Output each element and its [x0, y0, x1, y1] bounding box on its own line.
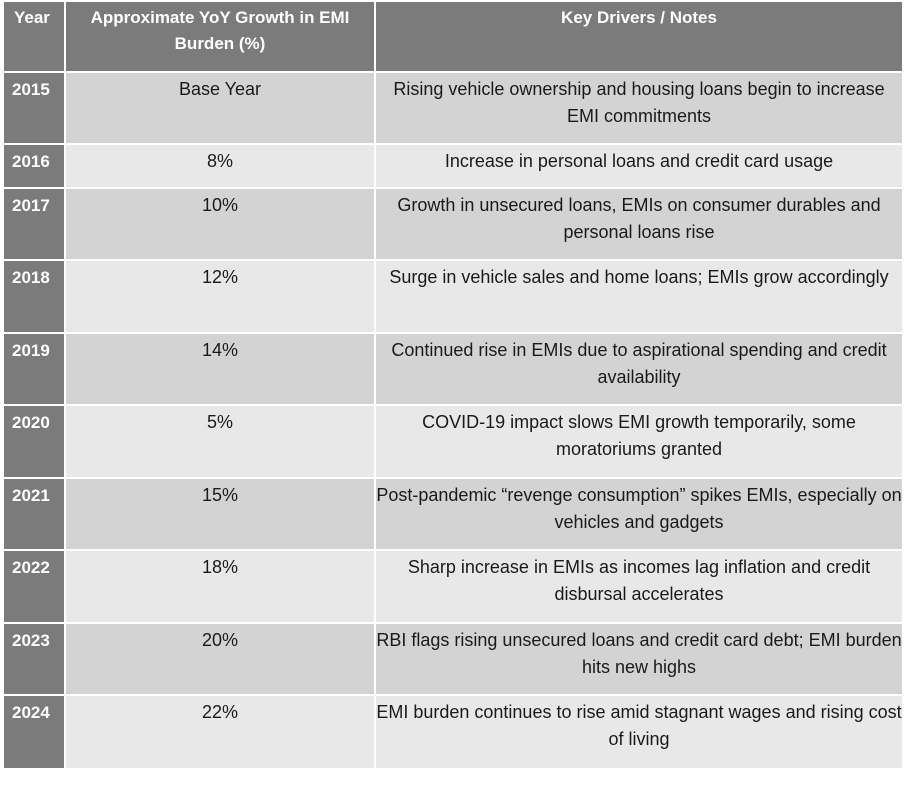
growth-cell: 8% — [64, 143, 376, 189]
growth-cell: 18% — [64, 549, 376, 624]
header-year: Year — [2, 0, 66, 73]
table-header-row: Year Approximate YoY Growth in EMI Burde… — [2, 0, 904, 73]
table-row: 2019 14% Continued rise in EMIs due to a… — [2, 332, 904, 406]
notes-cell: Continued rise in EMIs due to aspiration… — [374, 332, 904, 406]
notes-cell: RBI flags rising unsecured loans and cre… — [374, 622, 904, 696]
growth-cell: 14% — [64, 332, 376, 406]
notes-cell: Surge in vehicle sales and home loans; E… — [374, 259, 904, 334]
year-cell: 2016 — [2, 143, 66, 189]
year-cell: 2017 — [2, 187, 66, 261]
header-growth: Approximate YoY Growth in EMI Burden (%) — [64, 0, 376, 73]
year-cell: 2021 — [2, 477, 66, 551]
header-notes: Key Drivers / Notes — [374, 0, 904, 73]
notes-cell: Post-pandemic “revenge consumption” spik… — [374, 477, 904, 551]
table-row: 2023 20% RBI flags rising unsecured loan… — [2, 622, 904, 696]
year-cell: 2019 — [2, 332, 66, 406]
table-row: 2024 22% EMI burden continues to rise am… — [2, 694, 904, 770]
growth-cell: 12% — [64, 259, 376, 334]
year-cell: 2020 — [2, 404, 66, 479]
notes-cell: Growth in unsecured loans, EMIs on consu… — [374, 187, 904, 261]
growth-cell: 20% — [64, 622, 376, 696]
table-row: 2018 12% Surge in vehicle sales and home… — [2, 259, 904, 334]
notes-cell: COVID-19 impact slows EMI growth tempora… — [374, 404, 904, 479]
table-row: 2016 8% Increase in personal loans and c… — [2, 143, 904, 189]
growth-cell: Base Year — [64, 71, 376, 145]
growth-cell: 10% — [64, 187, 376, 261]
year-cell: 2018 — [2, 259, 66, 334]
table-row: 2021 15% Post-pandemic “revenge consumpt… — [2, 477, 904, 551]
table-row: 2020 5% COVID-19 impact slows EMI growth… — [2, 404, 904, 479]
table-row: 2022 18% Sharp increase in EMIs as incom… — [2, 549, 904, 624]
notes-cell: EMI burden continues to rise amid stagna… — [374, 694, 904, 770]
table-row: 2015 Base Year Rising vehicle ownership … — [2, 71, 904, 145]
notes-cell: Sharp increase in EMIs as incomes lag in… — [374, 549, 904, 624]
table-row: 2017 10% Growth in unsecured loans, EMIs… — [2, 187, 904, 261]
year-cell: 2015 — [2, 71, 66, 145]
notes-cell: Increase in personal loans and credit ca… — [374, 143, 904, 189]
year-cell: 2024 — [2, 694, 66, 770]
year-cell: 2023 — [2, 622, 66, 696]
growth-cell: 5% — [64, 404, 376, 479]
growth-cell: 15% — [64, 477, 376, 551]
year-cell: 2022 — [2, 549, 66, 624]
notes-cell: Rising vehicle ownership and housing loa… — [374, 71, 904, 145]
growth-cell: 22% — [64, 694, 376, 770]
emi-growth-table: Year Approximate YoY Growth in EMI Burde… — [2, 0, 904, 770]
